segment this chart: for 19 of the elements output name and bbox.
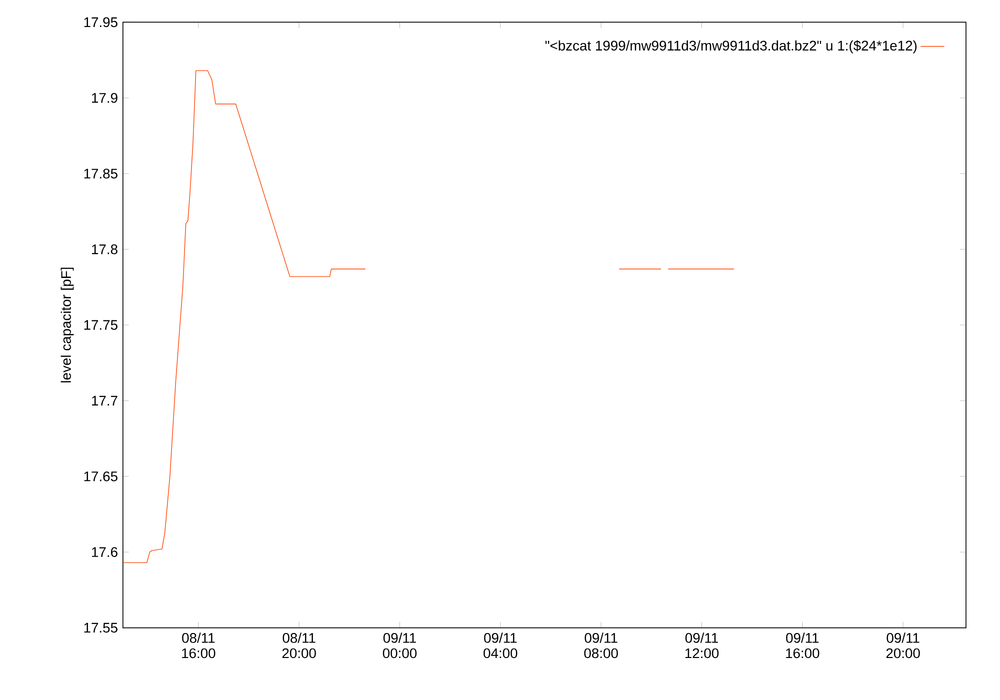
y-tick-label: 17.55 <box>84 622 118 633</box>
y-tick-label: 17.75 <box>84 320 118 330</box>
x-tick-label: 09/11 16:00 <box>786 632 820 658</box>
y-tick-label: 17.85 <box>84 168 118 179</box>
x-tick-label: 09/11 08:00 <box>584 632 618 658</box>
y-tick-label: 17.7 <box>92 396 118 406</box>
x-tick-label: 08/11 16:00 <box>182 632 216 658</box>
x-tick-label: 09/11 04:00 <box>484 632 518 658</box>
x-tick-label: 09/11 20:00 <box>886 632 920 658</box>
x-tick-label: 08/11 20:00 <box>282 632 316 658</box>
y-tick-label: 17.65 <box>84 471 118 482</box>
y-tick-label: 17.9 <box>92 93 118 103</box>
y-tick-label: 17.8 <box>92 244 118 254</box>
x-tick-label: 09/11 12:00 <box>685 632 719 658</box>
y-tick-label: 17.95 <box>84 17 118 28</box>
y-axis-title: level capacitor [pF] <box>60 268 74 382</box>
y-tick-label: 17.6 <box>92 547 118 557</box>
legend-label: "<bzcat 1999/mw9911d3/mw9911d3.dat.bz2" u 1:($24*1e12) <box>545 40 917 54</box>
x-tick-label: 09/11 00:00 <box>382 632 417 658</box>
